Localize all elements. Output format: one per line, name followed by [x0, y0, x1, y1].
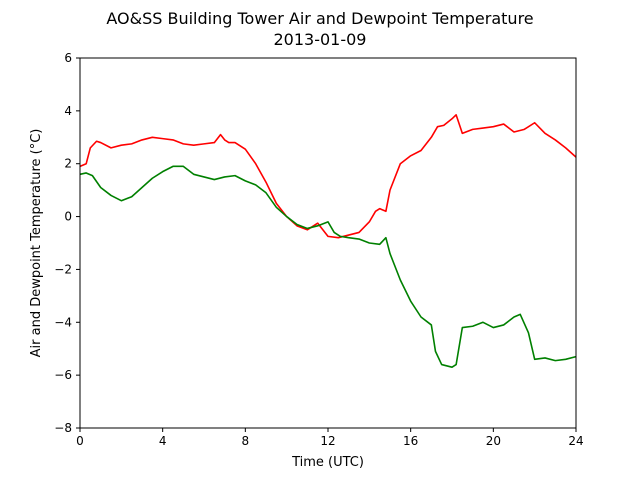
y-tick-label: −6 [54, 368, 72, 382]
x-axis-label: Time (UTC) [291, 455, 364, 470]
y-tick-label: −2 [54, 262, 72, 276]
chart-title: AO&SS Building Tower Air and Dewpoint Te… [106, 9, 533, 28]
x-tick-label: 4 [159, 434, 167, 448]
chart-subtitle: 2013-01-09 [274, 30, 367, 49]
x-tick-label: 24 [568, 434, 583, 448]
y-tick-label: 0 [64, 210, 72, 224]
y-axis-label: Air and Dewpoint Temperature (°C) [29, 129, 44, 358]
x-axis: 0 4 8 12 16 20 24 [76, 428, 584, 448]
x-tick-label: 12 [320, 434, 335, 448]
x-tick-label: 16 [403, 434, 418, 448]
y-tick-label: −8 [54, 421, 72, 435]
x-tick-label: 8 [242, 434, 250, 448]
x-tick-label: 0 [76, 434, 84, 448]
y-tick-label: 6 [64, 51, 72, 65]
y-axis: −8 −6 −4 −2 0 2 4 6 [54, 51, 80, 435]
series-layer [79, 114, 577, 369]
series-line-1 [79, 114, 577, 239]
x-tick-label: 20 [486, 434, 501, 448]
y-tick-label: 4 [64, 104, 72, 118]
series-line-2 [79, 165, 577, 369]
y-tick-label: −4 [54, 315, 72, 329]
y-tick-label: 2 [64, 157, 72, 171]
